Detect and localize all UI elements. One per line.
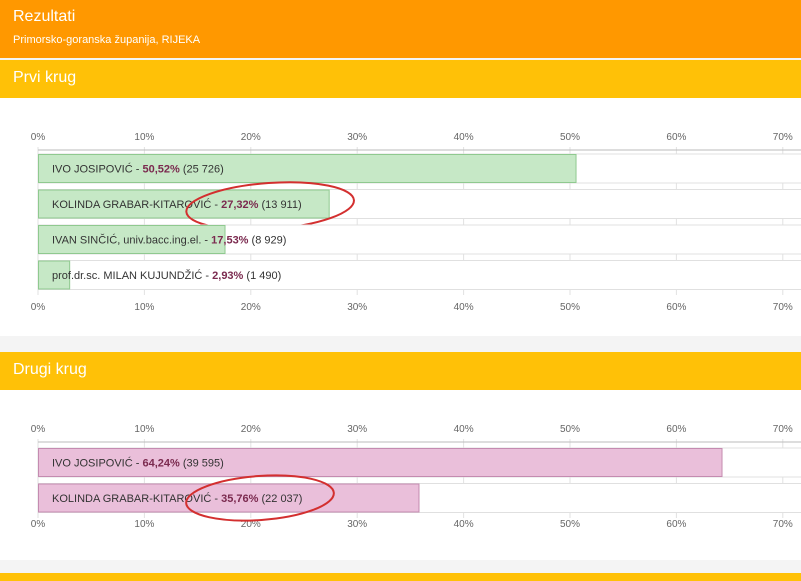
- x-tick-label-top: 70%: [773, 132, 793, 143]
- bar-label: KOLINDA GRABAR-KITAROVIĆ - 35,76% (22 03…: [52, 492, 302, 505]
- bar-round2[interactable]: [38, 448, 723, 477]
- x-tick-label-bottom: 40%: [454, 519, 474, 530]
- vote-count: (25 726): [183, 164, 224, 176]
- x-tick-label-top: 10%: [134, 132, 154, 143]
- x-tick-label-top: 20%: [241, 424, 261, 435]
- label-separator: -: [133, 164, 143, 176]
- bar-round2[interactable]: [38, 483, 420, 513]
- x-tick-label-top: 10%: [134, 424, 154, 435]
- x-tick-label-top: 30%: [347, 424, 367, 435]
- x-tick-label-top: 30%: [347, 132, 367, 143]
- candidate-name: IVAN SINČIĆ, univ.bacc.ing.el.: [52, 234, 201, 247]
- bar-label: prof.dr.sc. MILAN KUJUNDŽIĆ - 2,93% (1 4…: [52, 269, 281, 282]
- vote-percentage: 64,24%: [142, 458, 180, 470]
- bar-round1[interactable]: [38, 154, 577, 183]
- x-tick-label-top: 0%: [31, 424, 46, 435]
- x-tick-label-top: 0%: [31, 132, 46, 143]
- candidate-name: IVO JOSIPOVIĆ: [52, 457, 133, 470]
- label-separator: -: [201, 235, 211, 247]
- bar-chart-round2: 0% 0% 10% 10% 20% 20% 30% 30% 40% 40% 50% 50% 60% 60%…: [31, 424, 801, 530]
- x-tick-label-top: 50%: [560, 424, 580, 435]
- label-separator: -: [133, 458, 143, 470]
- candidate-name: IVO JOSIPOVIĆ: [52, 163, 133, 176]
- bar-label: IVAN SINČIĆ, univ.bacc.ing.el. - 17,53% …: [52, 234, 286, 247]
- candidate-name: prof.dr.sc. MILAN KUJUNDŽIĆ: [52, 269, 202, 282]
- section-title-round1: Prvi krug: [13, 69, 77, 86]
- candidate-name: KOLINDA GRABAR-KITAROVIĆ: [52, 492, 211, 505]
- bar-chart-round1: 0% 0% 10% 10% 20% 20% 30% 30% 40% 40% 50% 50% 60% 60%…: [31, 132, 801, 313]
- x-tick-label-bottom: 0%: [31, 519, 46, 530]
- x-tick-label-top: 40%: [454, 132, 474, 143]
- bar-track: [37, 260, 801, 290]
- bar-round1[interactable]: [38, 189, 330, 219]
- candidate-name: KOLINDA GRABAR-KITAROVIĆ: [52, 198, 211, 211]
- x-tick-label-bottom: 20%: [241, 519, 261, 530]
- results-header: Rezultati Primorsko-goranska županija, R…: [0, 0, 801, 58]
- x-tick-label-bottom: 70%: [773, 302, 793, 313]
- page-title: Rezultati: [13, 8, 76, 25]
- x-tick-label-top: 60%: [666, 132, 686, 143]
- x-tick-label-bottom: 0%: [31, 302, 46, 313]
- x-tick-label-bottom: 10%: [134, 302, 154, 313]
- x-tick-label-bottom: 30%: [347, 302, 367, 313]
- bottom-section-strip: [0, 573, 801, 581]
- vote-count: (1 490): [246, 270, 281, 282]
- bar-label: IVO JOSIPOVIĆ - 64,24% (39 595): [52, 457, 224, 470]
- vote-percentage: 2,93%: [212, 270, 243, 282]
- section-header-round2: Drugi krug: [0, 352, 801, 390]
- x-tick-label-top: 50%: [560, 132, 580, 143]
- bar-label: KOLINDA GRABAR-KITAROVIĆ - 27,32% (13 91…: [52, 198, 302, 211]
- label-separator: -: [202, 270, 212, 282]
- chart-panel-round2: 0% 0% 10% 10% 20% 20% 30% 30% 40% 40% 50% 50% 60% 60%…: [0, 390, 801, 560]
- x-tick-label-bottom: 40%: [454, 302, 474, 313]
- bar-round1[interactable]: [38, 260, 71, 290]
- x-tick-label-bottom: 60%: [666, 519, 686, 530]
- x-tick-label-bottom: 50%: [560, 302, 580, 313]
- x-tick-label-bottom: 20%: [241, 302, 261, 313]
- vote-percentage: 27,32%: [221, 199, 259, 211]
- vote-count: (8 929): [252, 235, 287, 247]
- chart-panel-round1: 0% 0% 10% 10% 20% 20% 30% 30% 40% 40% 50% 50% 60% 60%…: [0, 98, 801, 336]
- vote-percentage: 17,53%: [211, 235, 249, 247]
- x-tick-label-top: 70%: [773, 424, 793, 435]
- vote-percentage: 35,76%: [221, 493, 259, 505]
- label-separator: -: [211, 493, 221, 505]
- vote-percentage: 50,52%: [142, 164, 180, 176]
- x-tick-label-bottom: 50%: [560, 519, 580, 530]
- x-tick-label-bottom: 60%: [666, 302, 686, 313]
- vote-count: (13 911): [261, 199, 301, 211]
- section-title-round2: Drugi krug: [13, 361, 87, 378]
- section-header-round1: Prvi krug: [0, 60, 801, 98]
- label-separator: -: [211, 199, 221, 211]
- bar-round1[interactable]: [38, 225, 226, 254]
- x-tick-label-bottom: 30%: [347, 519, 367, 530]
- x-tick-label-bottom: 70%: [773, 519, 793, 530]
- annotation-circle: [185, 474, 335, 522]
- x-tick-label-top: 60%: [666, 424, 686, 435]
- vote-count: (22 037): [261, 493, 302, 505]
- x-tick-label-bottom: 10%: [134, 519, 154, 530]
- x-tick-label-top: 20%: [241, 132, 261, 143]
- vote-count: (39 595): [183, 458, 224, 470]
- bar-label: IVO JOSIPOVIĆ - 50,52% (25 726): [52, 163, 224, 176]
- page-subtitle: Primorsko-goranska županija, RIJEKA: [13, 34, 201, 46]
- x-tick-label-top: 40%: [454, 424, 474, 435]
